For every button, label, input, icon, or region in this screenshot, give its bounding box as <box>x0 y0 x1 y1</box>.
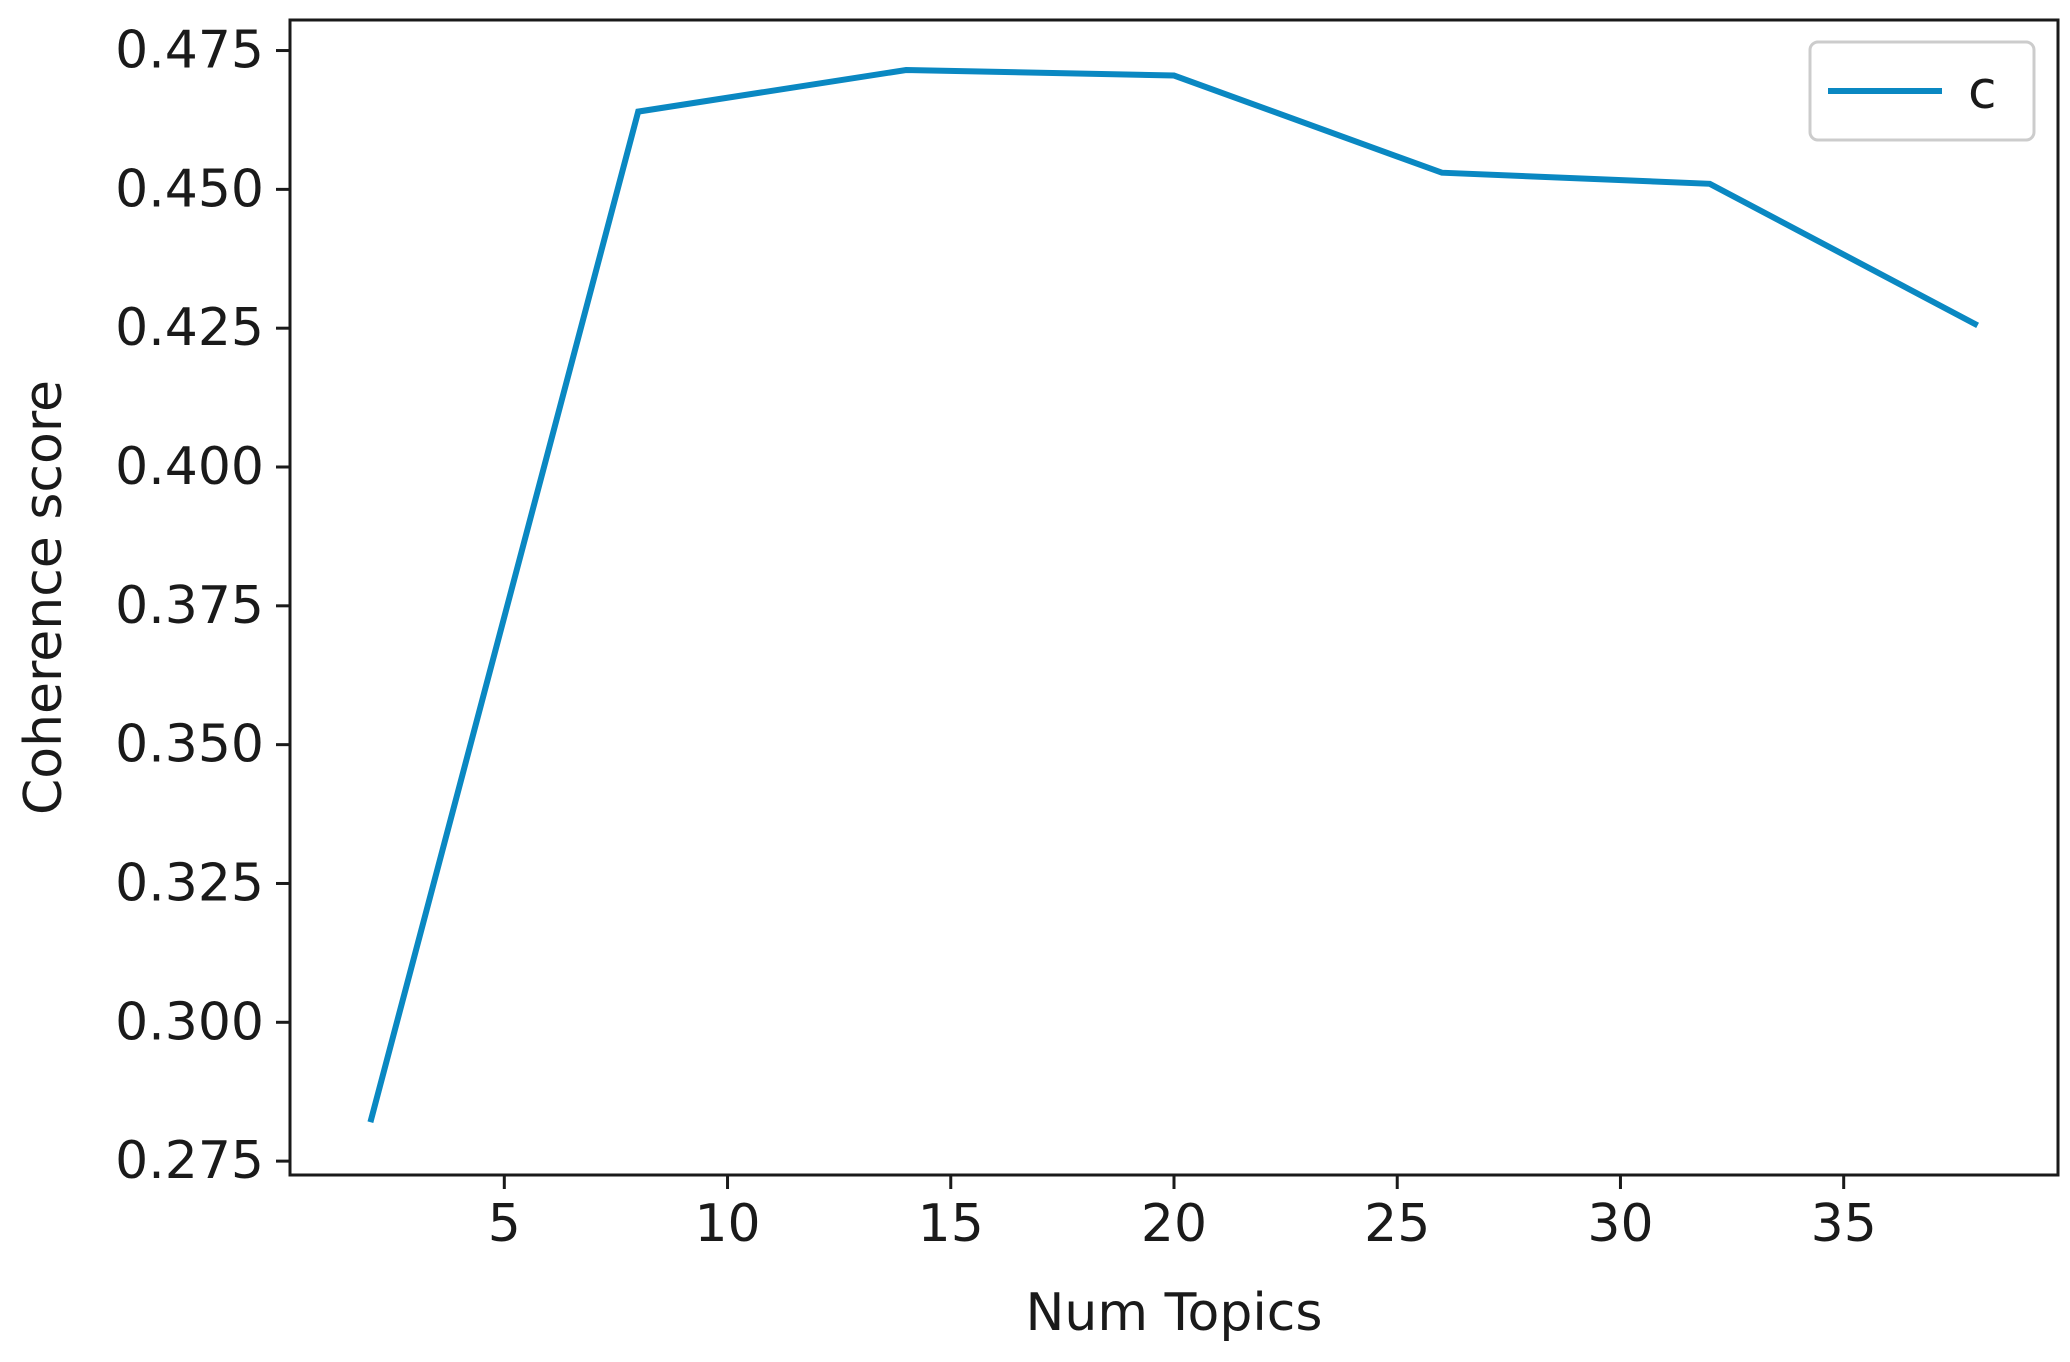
y-tick-label: 0.400 <box>115 437 264 497</box>
y-tick-label: 0.275 <box>115 1131 264 1191</box>
x-tick-label: 5 <box>488 1194 521 1254</box>
x-tick-label: 20 <box>1141 1194 1207 1254</box>
plot-area <box>288 18 2060 1177</box>
y-tick-label: 0.450 <box>115 159 264 219</box>
y-tick-label: 0.350 <box>115 715 264 775</box>
x-tick-label: 10 <box>694 1194 760 1254</box>
series-line-c <box>367 66 1980 1123</box>
x-tick-label: 15 <box>918 1194 984 1254</box>
x-tick-label: 35 <box>1811 1194 1877 1254</box>
y-axis-title: Coherence score <box>14 380 74 815</box>
y-tick-label: 0.425 <box>115 298 264 358</box>
legend-label: c <box>1968 61 1997 121</box>
y-tick-label: 0.300 <box>115 992 264 1052</box>
y-tick-label: 0.375 <box>115 576 264 636</box>
x-tick-label: 30 <box>1587 1194 1653 1254</box>
y-tick-label: 0.325 <box>115 853 264 913</box>
x-tick-label: 25 <box>1364 1194 1430 1254</box>
x-axis-title: Num Topics <box>1026 1283 1323 1343</box>
y-tick-label: 0.475 <box>115 21 264 81</box>
